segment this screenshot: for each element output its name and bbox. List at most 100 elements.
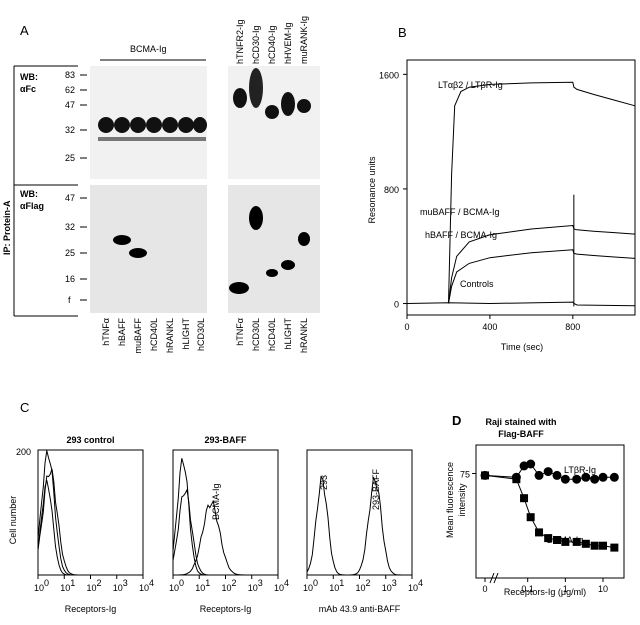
d-xtick-label: 10 [598, 584, 608, 594]
d-ytick-label: 75 [460, 470, 470, 480]
c-xtick-exponent: 2 [97, 578, 102, 588]
blot-band [265, 105, 279, 119]
mw-25: 25 [65, 153, 75, 163]
wb-flag-label-1: WB: [20, 189, 38, 199]
c-annotation: 293 [319, 475, 329, 490]
c-xtick-label: 10 [87, 583, 97, 593]
mw-62: 62 [65, 85, 75, 95]
bcma-ig-header: BCMA-Ig [130, 44, 167, 54]
blot-band [113, 235, 131, 245]
ligand-label: hRANKL [299, 318, 309, 353]
c-annotation: BCMA-Ig [211, 483, 221, 520]
blot-band [114, 117, 130, 133]
c-xtick-label: 10 [222, 583, 232, 593]
c-xtick-exponent: 1 [339, 578, 344, 588]
panel-a-letter: A [20, 23, 29, 38]
blot-flag-receptors [228, 185, 320, 313]
blot-background [90, 185, 207, 313]
c-xtick-label: 10 [113, 583, 123, 593]
c-plot-frame [306, 449, 413, 576]
c-xtick-label: 10 [139, 583, 149, 593]
mw-16b: 16 [65, 274, 75, 284]
b-ylabel: Resonance units [367, 156, 377, 224]
mw-47b: 47 [65, 193, 75, 203]
ligand-label: hCD40L [149, 318, 159, 351]
d-square-marker [572, 537, 581, 546]
c-xtick-label: 10 [274, 583, 284, 593]
blot-band [130, 117, 146, 133]
b-series-line [448, 224, 636, 304]
blot-flag-bcma [90, 185, 207, 313]
d-xtick-label: 1 [563, 584, 568, 594]
ligand-label: hTNFα [101, 318, 111, 346]
d-circle-marker [543, 467, 553, 477]
panel-c-letter: C [20, 400, 29, 415]
mw-markers-bottom: 47 32 25 16 f [65, 193, 87, 305]
blot-band [297, 99, 311, 113]
c-histogram-curve [306, 475, 412, 576]
c-histogram-curve [37, 480, 143, 576]
mw-32: 32 [65, 125, 75, 135]
blot-band [298, 232, 310, 246]
b-ytick-label: 1600 [379, 70, 399, 80]
ip-protein-a-label: IP: Protein-A [2, 200, 12, 255]
blot-band [162, 117, 178, 133]
blot-background [228, 185, 320, 313]
d-circle-marker [598, 472, 608, 482]
c-xtick-label: 10 [34, 583, 44, 593]
b-series-line [448, 81, 636, 304]
c-xtick-exponent: 3 [392, 578, 397, 588]
blot-fc-receptors [228, 66, 320, 179]
b-xtick-label: 800 [565, 322, 580, 332]
panel-c: C Cell number 200 293 controlReceptors-I… [8, 400, 423, 614]
b-series [406, 81, 636, 307]
c-xtick-label: 10 [169, 583, 179, 593]
c-xtick-exponent: 0 [313, 578, 318, 588]
ligand-label: hLIGHT [181, 318, 191, 350]
c-subpanel-title: 293 control [66, 435, 114, 445]
ligand-labels-right: hTNFα hCD30L hCD40L hLIGHT hRANKL [235, 318, 309, 354]
blot-band [233, 88, 247, 108]
blot-band [129, 248, 147, 258]
b-series-label: muBAFF / BCMA-Ig [420, 207, 500, 217]
panel-d-chart: D Raji stained with Flag-BAFF Mean fluor… [445, 413, 625, 597]
c-xlabel: Receptors-Ig [200, 604, 252, 614]
blot-band [249, 206, 263, 230]
c-histogram-curve [307, 477, 412, 576]
d-title-line-1: Raji stained with [485, 417, 556, 427]
c-xlabel: Receptors-Ig [65, 604, 117, 614]
panel-a: A BCMA-Ig IP: Protein-A WB: αFc WB: αFla… [2, 16, 320, 354]
c-xtick-exponent: 0 [44, 578, 49, 588]
c-xtick-exponent: 0 [179, 578, 184, 588]
c-histogram-curve [37, 450, 143, 576]
d-xtick-label: 0.1 [521, 584, 534, 594]
ligand-label: hCD30L [251, 318, 261, 351]
c-xtick-label: 10 [60, 583, 70, 593]
c-xtick-exponent: 1 [70, 578, 75, 588]
blot-background [228, 66, 320, 179]
d-ylabel-line-2: intensity [457, 483, 467, 517]
d-series-label: BCMA-Ig [547, 535, 584, 545]
receptor-labels: hTNFR2-Ig hCD30-Ig hCD40-Ig hHVEM-Ig muR… [235, 16, 309, 64]
d-circle-marker [534, 470, 544, 480]
ligand-label: hTNFα [235, 318, 245, 346]
d-ylabel-line-1: Mean fluorescence [445, 462, 455, 538]
c-xtick-label: 10 [195, 583, 205, 593]
ligand-label: hCD30L [196, 318, 206, 351]
d-plot-frame [475, 444, 625, 579]
d-xlabel: Receptors-Ig (μg/ml) [504, 587, 586, 597]
b-axes: 0 800 1600 0 400 800 [379, 59, 636, 332]
d-square-marker [552, 536, 561, 544]
d-series: LTβR-Ig BCMA-Ig [480, 459, 619, 552]
ligand-label: hBAFF [117, 318, 127, 347]
c-xtick-exponent: 4 [418, 578, 423, 588]
c-xlabel: mAb 43.9 anti-BAFF [319, 604, 401, 614]
ligand-label: hRANKL [165, 318, 175, 353]
wb-fc-label-2: αFc [20, 84, 36, 94]
c-subpanel-title: 293-BAFF [204, 435, 247, 445]
ligand-label: hLIGHT [283, 318, 293, 350]
blot-band [98, 117, 114, 133]
c-xtick-exponent: 2 [232, 578, 237, 588]
d-circle-marker [560, 474, 570, 484]
mw-f: f [68, 295, 71, 305]
